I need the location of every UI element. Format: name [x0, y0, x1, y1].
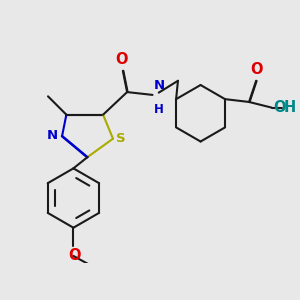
Text: S: S — [116, 132, 126, 145]
Text: N: N — [154, 79, 165, 92]
Text: O: O — [250, 62, 262, 77]
Text: H: H — [154, 103, 164, 116]
Text: H: H — [284, 100, 296, 115]
Text: O: O — [115, 52, 128, 68]
Text: O: O — [273, 100, 286, 115]
Text: O: O — [69, 248, 81, 263]
Text: N: N — [47, 129, 58, 142]
